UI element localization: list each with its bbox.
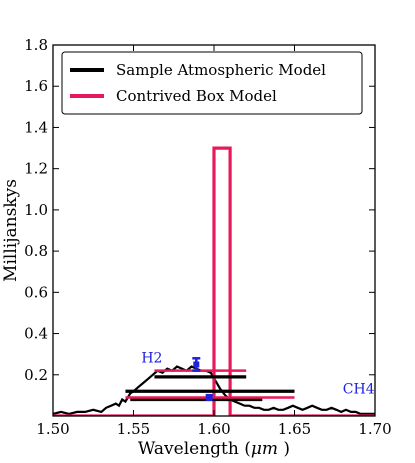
legend-label-box: Contrived Box Model — [116, 87, 277, 105]
y-tick-label: 1.8 — [24, 36, 48, 54]
y-tick-label: 1.0 — [24, 201, 48, 219]
x-axis-label-unit: μm — [251, 439, 278, 459]
errorbar-marker — [193, 361, 200, 368]
y-axis-label: Millijanskys — [1, 179, 21, 282]
y-tick-label: 1.2 — [24, 160, 48, 178]
measurement-h2-errorbar — [192, 357, 201, 372]
y-tick-label: 0.8 — [24, 242, 48, 260]
y-tick-label: 0.4 — [24, 325, 48, 343]
x-tick-label: 1.55 — [117, 420, 150, 438]
x-axis-label-prefix: Wavelength ( — [138, 439, 251, 459]
x-axis-label-suffix: ) — [278, 439, 290, 459]
annotation-ch4s: CH4s — [343, 381, 382, 397]
plot-area: H2 CH4s — [53, 146, 382, 416]
x-tick-label: 1.60 — [197, 420, 230, 438]
y-tick-label: 0.2 — [24, 366, 48, 384]
y-tick-label: 1.4 — [24, 118, 48, 136]
legend-box — [61, 51, 363, 115]
y-tick-label: 1.6 — [24, 77, 48, 95]
x-tick-label: 1.65 — [278, 420, 311, 438]
x-axis-ticks: 1.50 1.55 1.60 1.65 1.70 — [36, 45, 392, 438]
x-tick-label: 1.70 — [358, 420, 391, 438]
legend-label-atmospheric: Sample Atmospheric Model — [116, 61, 326, 79]
x-axis-label: Wavelength (μm ) — [138, 439, 290, 459]
annotation-h2: H2 — [141, 350, 162, 366]
y-tick-label: 0.6 — [24, 283, 48, 301]
measurement-ch4s-marker — [205, 393, 213, 401]
legend: Sample Atmospheric Model Contrived Box M… — [61, 51, 363, 115]
y-axis-ticks: 0.2 0.4 0.6 0.8 1.0 1.2 1.4 1.6 1.8 — [24, 36, 375, 384]
x-tick-label: 1.50 — [36, 420, 69, 438]
series-box-line — [53, 146, 375, 416]
series-atmospheric-line — [53, 365, 375, 416]
